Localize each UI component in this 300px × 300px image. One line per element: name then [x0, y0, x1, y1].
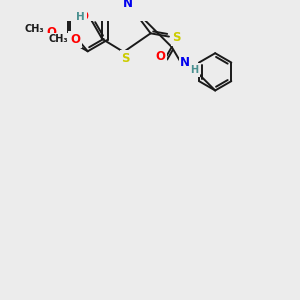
Text: O: O: [46, 26, 56, 39]
Text: O: O: [156, 50, 166, 63]
Text: N: N: [123, 0, 133, 10]
Text: H: H: [190, 65, 199, 75]
Text: N: N: [180, 56, 190, 69]
Text: O: O: [79, 10, 89, 22]
Text: O: O: [70, 33, 80, 46]
Text: S: S: [121, 52, 130, 65]
Text: H: H: [76, 11, 85, 22]
Text: CH₃: CH₃: [25, 24, 44, 34]
Text: CH₃: CH₃: [49, 34, 68, 44]
Text: S: S: [172, 31, 181, 44]
